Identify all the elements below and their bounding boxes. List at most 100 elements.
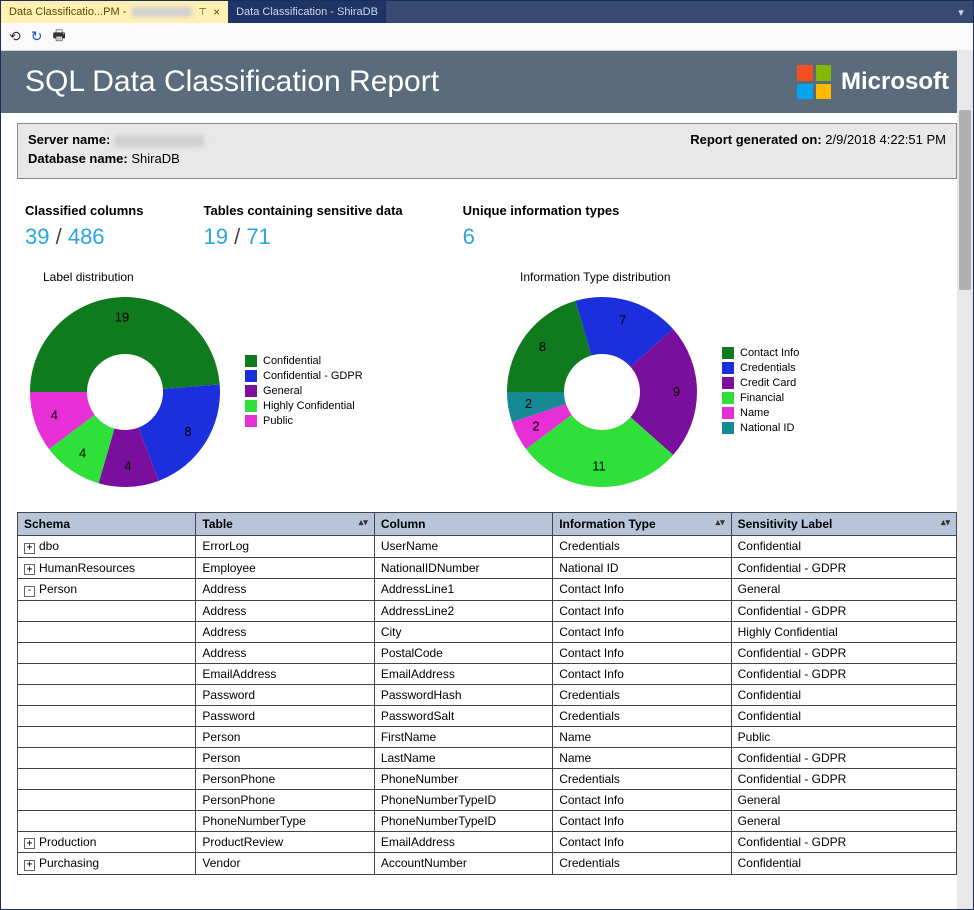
table-cell-column: PasswordHash bbox=[374, 684, 552, 705]
table-cell-info: Credentials bbox=[553, 705, 731, 726]
report-generated-label: Report generated on: bbox=[690, 132, 821, 147]
table-cell-label: Confidential - GDPR bbox=[731, 747, 956, 768]
table-row: +dboErrorLogUserNameCredentialsConfident… bbox=[18, 536, 957, 558]
legend-swatch bbox=[722, 407, 734, 419]
table-header-label: Information Type bbox=[559, 517, 655, 531]
table-cell-table: Address bbox=[196, 621, 374, 642]
table-cell-label: General bbox=[731, 810, 956, 831]
table-cell-column: LastName bbox=[374, 747, 552, 768]
schema-cell: -Person bbox=[18, 579, 196, 601]
table-header-cell[interactable]: Sensitivity Label▴▾ bbox=[731, 513, 956, 536]
charts-row: Label distribution 198444 ConfidentialCo… bbox=[1, 260, 973, 512]
table-cell-column: PhoneNumberTypeID bbox=[374, 789, 552, 810]
info-type-distribution-legend: Contact InfoCredentialsCredit CardFinanc… bbox=[722, 347, 799, 437]
table-cell-label: Confidential - GDPR bbox=[731, 600, 956, 621]
sort-icon[interactable]: ▴▾ bbox=[716, 517, 725, 528]
table-row: PersonFirstNameNamePublic bbox=[18, 726, 957, 747]
donut-slice-value: 7 bbox=[619, 312, 626, 327]
metric-label: Tables containing sensitive data bbox=[203, 203, 402, 218]
schema-cell bbox=[18, 726, 196, 747]
schema-cell bbox=[18, 789, 196, 810]
table-cell-column: PhoneNumberTypeID bbox=[374, 810, 552, 831]
label-distribution-donut: 198444 bbox=[25, 292, 225, 492]
table-cell-column: UserName bbox=[374, 536, 552, 558]
sort-icon[interactable]: ▴▾ bbox=[359, 517, 368, 528]
schema-name: HumanResources bbox=[39, 561, 135, 575]
scrollbar-thumb[interactable] bbox=[959, 110, 971, 290]
server-name-value bbox=[114, 135, 204, 147]
schema-cell: + dbo bbox=[18, 536, 196, 558]
schema-cell: +Production bbox=[18, 831, 196, 853]
refresh-icon[interactable]: ↻ bbox=[31, 28, 43, 45]
legend-item: National ID bbox=[722, 422, 799, 434]
table-cell-info: Credentials bbox=[553, 853, 731, 875]
info-type-distribution-title: Information Type distribution bbox=[520, 270, 949, 284]
label-distribution-title: Label distribution bbox=[43, 270, 472, 284]
table-row: PersonPhonePhoneNumberTypeIDContact Info… bbox=[18, 789, 957, 810]
table-cell-info: Contact Info bbox=[553, 831, 731, 853]
table-cell-table: PersonPhone bbox=[196, 789, 374, 810]
schema-name: dbo bbox=[39, 539, 59, 553]
table-cell-label: Confidential - GDPR bbox=[731, 768, 956, 789]
schema-cell bbox=[18, 600, 196, 621]
legend-item: Confidential bbox=[245, 355, 363, 367]
pin-icon[interactable]: ⊤ bbox=[198, 7, 207, 18]
tabstrip-dropdown-icon[interactable]: ▾ bbox=[949, 1, 973, 23]
table-header-cell: Schema bbox=[18, 513, 196, 536]
expander-icon[interactable]: + bbox=[24, 543, 35, 554]
metric: Unique information types6 bbox=[463, 203, 620, 250]
print-icon[interactable]: 🖶 bbox=[52, 25, 65, 49]
schema-cell bbox=[18, 663, 196, 684]
table-cell-label: Confidential bbox=[731, 684, 956, 705]
schema-cell bbox=[18, 705, 196, 726]
table-cell-table: Employee bbox=[196, 557, 374, 579]
table-header-label: Table bbox=[202, 517, 232, 531]
legend-item: Financial bbox=[722, 392, 799, 404]
metric-denominator: 71 bbox=[246, 224, 270, 249]
legend-item: General bbox=[245, 385, 363, 397]
back-icon[interactable]: ⟲ bbox=[9, 28, 21, 45]
table-cell-table: Person bbox=[196, 747, 374, 768]
table-cell-column: AddressLine1 bbox=[374, 579, 552, 601]
expander-icon[interactable]: + bbox=[24, 564, 35, 575]
legend-item: Credentials bbox=[722, 362, 799, 374]
sort-icon[interactable]: ▴▾ bbox=[941, 517, 950, 528]
vertical-scrollbar[interactable] bbox=[957, 50, 973, 909]
metric-numerator: 19 bbox=[203, 224, 227, 249]
donut-slice-value: 2 bbox=[532, 419, 539, 434]
table-cell-info: National ID bbox=[553, 557, 731, 579]
donut-slice-value: 9 bbox=[673, 384, 680, 399]
table-header-cell[interactable]: Table ▴▾ bbox=[196, 513, 374, 536]
legend-label: Credit Card bbox=[740, 377, 796, 389]
expander-icon[interactable]: - bbox=[24, 586, 35, 597]
schema-cell bbox=[18, 810, 196, 831]
legend-label: Public bbox=[263, 415, 293, 427]
table-cell-label: Confidential bbox=[731, 853, 956, 875]
tab[interactable]: Data Classification - ShiraDB bbox=[228, 1, 386, 23]
expander-icon[interactable]: + bbox=[24, 860, 35, 871]
table-row: PasswordPasswordHashCredentialsConfident… bbox=[18, 684, 957, 705]
table-cell-label: Confidential bbox=[731, 536, 956, 558]
classification-table: SchemaTable▴▾ColumnInformation Type▴▾Sen… bbox=[17, 512, 957, 875]
tab-label-blur bbox=[132, 7, 192, 17]
close-icon[interactable]: × bbox=[213, 5, 220, 19]
table-cell-info: Credentials bbox=[553, 684, 731, 705]
table-cell-info: Contact Info bbox=[553, 663, 731, 684]
metric-value: 39 / 486 bbox=[25, 224, 143, 250]
legend-swatch bbox=[245, 355, 257, 367]
donut-slice-value: 8 bbox=[539, 339, 546, 354]
table-header-cell[interactable]: Information Type ▴▾ bbox=[553, 513, 731, 536]
metric-numerator: 6 bbox=[463, 224, 475, 249]
legend-label: Credentials bbox=[740, 362, 796, 374]
table-cell-label: General bbox=[731, 789, 956, 810]
legend-swatch bbox=[722, 377, 734, 389]
expander-icon[interactable]: + bbox=[24, 838, 35, 849]
table-cell-info: Name bbox=[553, 726, 731, 747]
metric: Tables containing sensitive data19 / 71 bbox=[203, 203, 402, 250]
info-type-distribution-block: Information Type distribution 8791122 Co… bbox=[502, 270, 949, 492]
table-cell-info: Contact Info bbox=[553, 642, 731, 663]
legend-swatch bbox=[245, 415, 257, 427]
legend-label: National ID bbox=[740, 422, 794, 434]
tab[interactable]: Data Classificatio...PM - ⊤× bbox=[1, 1, 228, 23]
table-cell-info: Credentials bbox=[553, 536, 731, 558]
